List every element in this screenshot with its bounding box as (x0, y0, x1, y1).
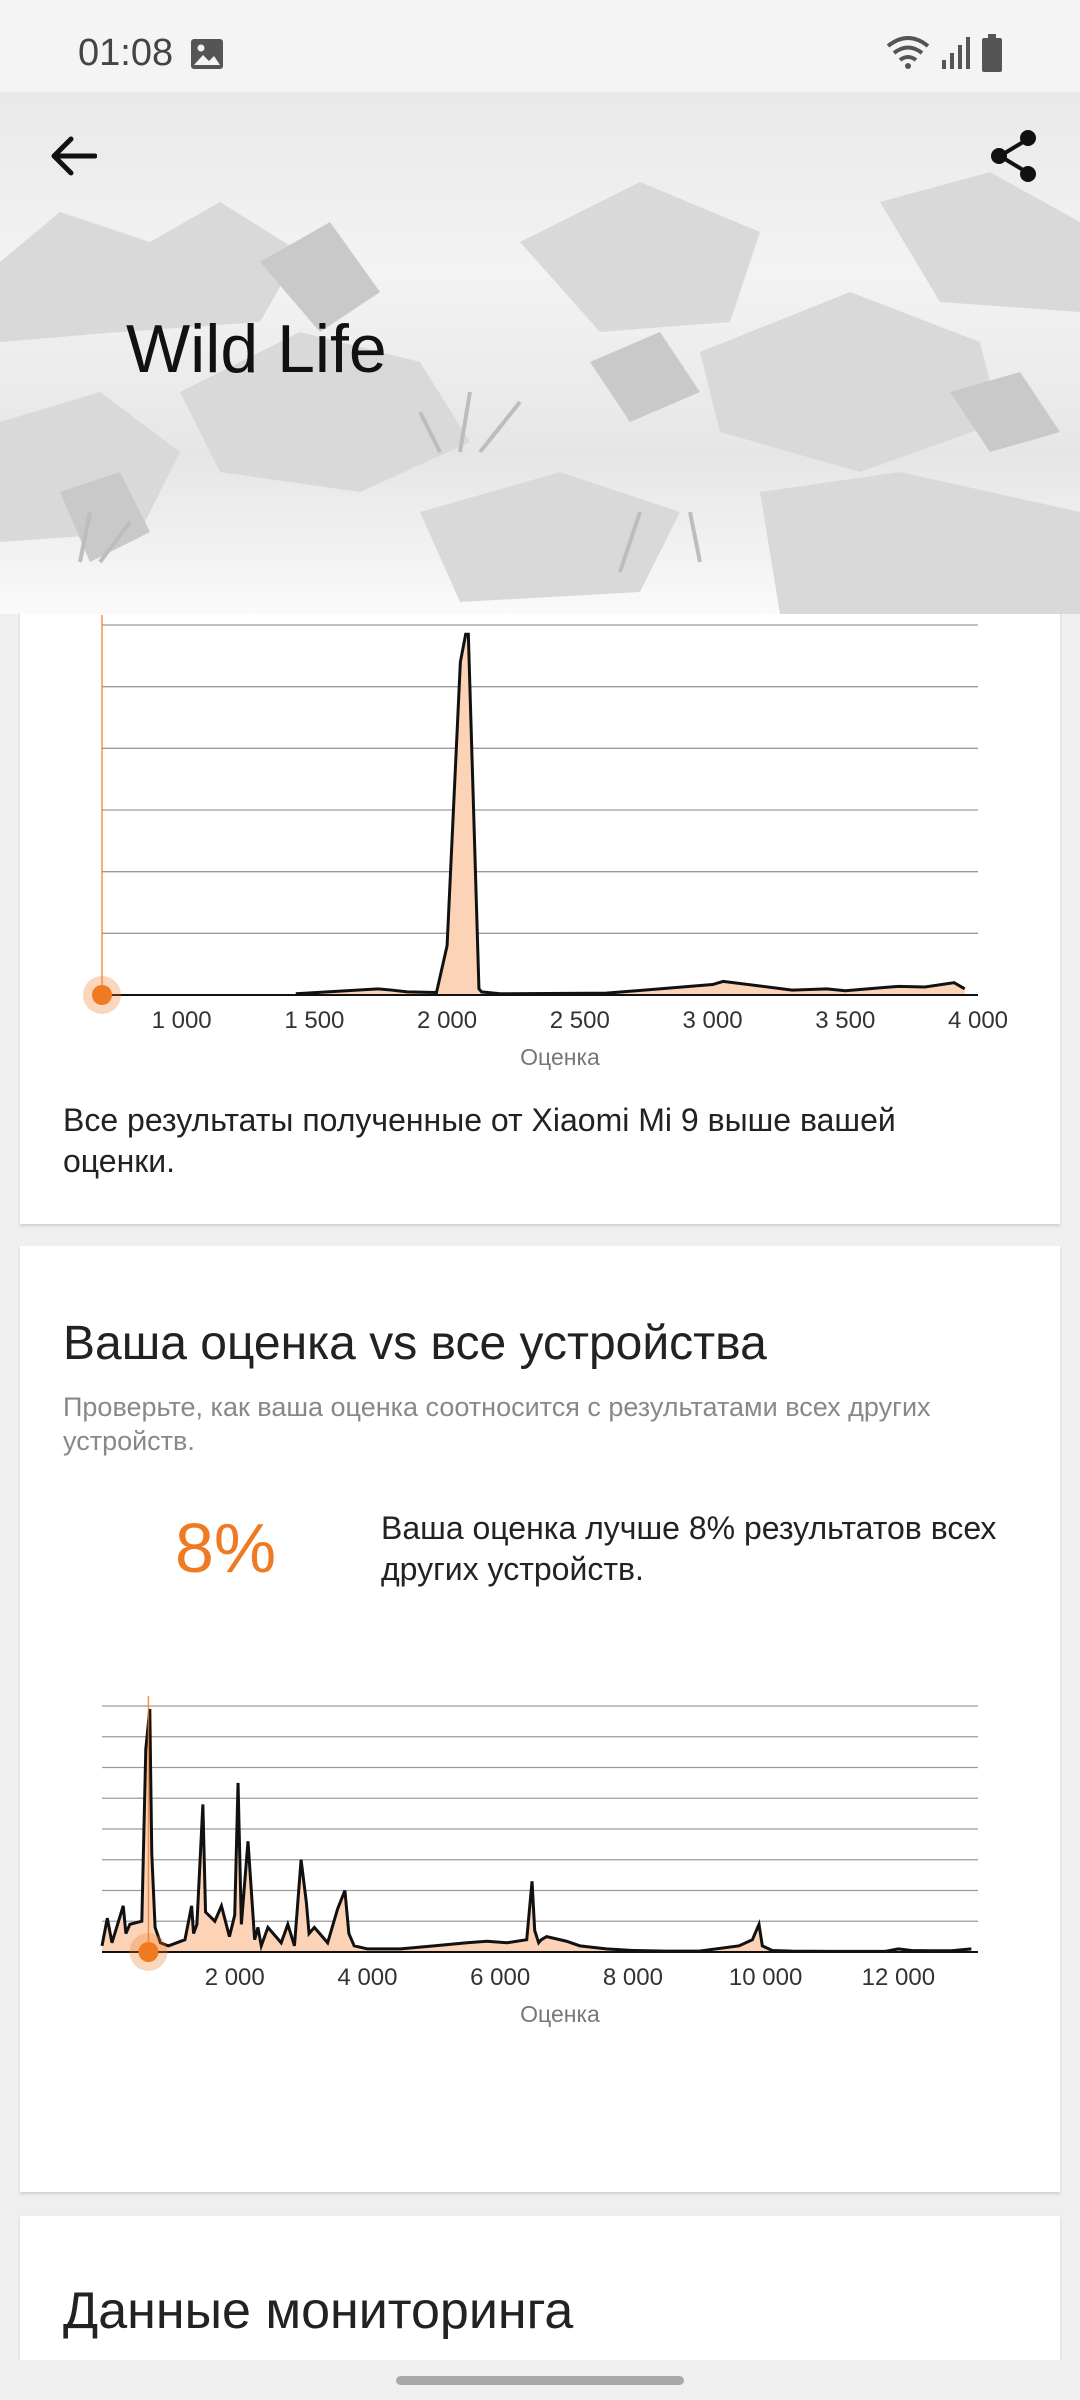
back-button[interactable] (38, 120, 110, 192)
signal-icon (942, 37, 970, 69)
device-score-chart: 1 000 1 500 2 000 2 500 3 000 3 500 4 000 Оценк… (83, 615, 1008, 1070)
percentile-description: Ваша оценка лучше 8% результатов всех др… (381, 1510, 997, 1587)
x-tick-label: 10 000 (729, 1964, 802, 1991)
all-devices-card: Ваша оценка vs все устройства Проверьте,… (20, 1246, 1060, 2192)
navigation-bar (0, 2360, 1080, 2400)
x-tick-label: 1 500 (284, 1007, 344, 1034)
x-tick-label: 8 000 (603, 1964, 663, 1991)
your-score-marker (92, 985, 112, 1005)
card-title: Ваша оценка vs все устройства (63, 1317, 767, 1370)
test-header: Wild Life (0, 92, 1080, 614)
monitoring-title: Данные мониторинга (63, 2282, 574, 2340)
share-icon (991, 130, 1036, 182)
share-button[interactable] (978, 120, 1050, 192)
x-tick-label: 4 000 (337, 1964, 397, 1991)
score-distribution-line (295, 632, 966, 996)
x-tick-label: 1 000 (152, 1007, 212, 1034)
x-tick-label: 12 000 (862, 1964, 935, 1991)
your-score-marker (138, 1942, 159, 1962)
x-axis-title: Оценка (520, 2001, 600, 2027)
gallery-icon (191, 39, 223, 69)
device-distribution-card: 1 000 1 500 2 000 2 500 3 000 3 500 4 000 Оценк… (20, 560, 1060, 1224)
score-distribution-line (100, 1708, 972, 1953)
x-tick-label: 3 000 (683, 1007, 743, 1034)
x-tick-label: 2 000 (417, 1007, 477, 1034)
arrow-left-icon (51, 136, 97, 176)
battery-icon (982, 34, 1002, 72)
x-tick-label: 3 500 (815, 1007, 875, 1034)
all-devices-score-chart: 2 000 4 000 6 000 8 000 10 000 12 000 Оценка (100, 1696, 978, 2027)
x-tick-label: 2 500 (550, 1007, 610, 1034)
x-axis-title: Оценка (520, 1044, 600, 1070)
score-distribution-area (295, 634, 965, 995)
header-background-image (0, 172, 1080, 614)
card-subtitle: Проверьте, как ваша оценка соотносится с… (63, 1392, 931, 1456)
x-tick-label: 6 000 (470, 1964, 530, 1991)
home-gesture-handle[interactable] (396, 2376, 684, 2385)
device-comparison-note: Все результаты полученные от Xiaomi Mi 9… (63, 1102, 896, 1179)
percentile-value: 8% (175, 1509, 277, 1587)
x-tick-label: 2 000 (205, 1964, 265, 1991)
status-time: 01:08 (78, 32, 174, 74)
page-title: Wild Life (126, 311, 387, 387)
x-tick-label: 4 000 (948, 1007, 1008, 1034)
status-bar: 01:08 (0, 0, 1080, 92)
score-distribution-area (102, 1709, 972, 1952)
wifi-icon (886, 36, 930, 69)
